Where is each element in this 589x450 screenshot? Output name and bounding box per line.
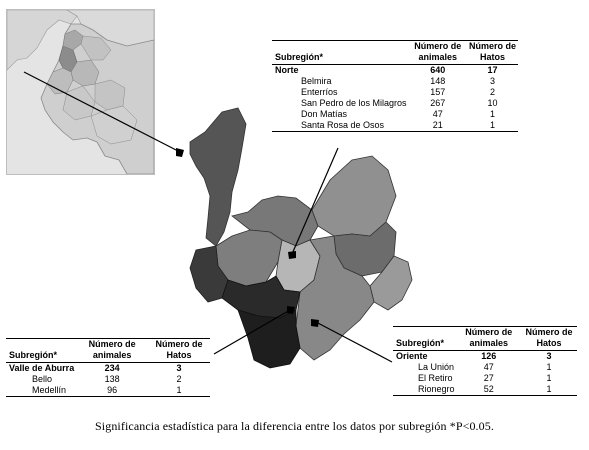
- table-row: Belmira 148 3: [272, 76, 518, 87]
- table-row: Don Matías 47 1: [272, 109, 518, 120]
- table-row: El Retiro 27 1: [393, 373, 577, 384]
- municipality-hatos: 3: [489, 76, 495, 86]
- municipality-hatos: 1: [489, 109, 495, 119]
- table-row: Rionegro 52 1: [393, 384, 577, 396]
- municipality-name: Bello: [32, 374, 53, 384]
- region-name: Norte: [275, 65, 299, 75]
- header-hatos: Número de Hatos: [466, 40, 518, 65]
- header-subregion: Subregión*: [393, 326, 457, 351]
- municipality-hatos: 10: [487, 98, 498, 108]
- header-hatos: Número de Hatos: [148, 338, 210, 363]
- region-animales: 126: [481, 351, 497, 361]
- leader-line-inset: [23, 71, 181, 153]
- municipality-hatos: 1: [148, 385, 210, 397]
- municipality-animales: 21: [408, 120, 467, 132]
- header-subregion: Subregión*: [272, 40, 409, 65]
- marker-inset: [176, 148, 184, 157]
- municipality-animales: 138: [104, 374, 120, 384]
- table-row-region: Valle de Aburra 234 3: [6, 363, 210, 375]
- municipality-name: Enterríos: [301, 87, 338, 97]
- municipality-hatos: 1: [546, 362, 552, 372]
- leader-line-valle: [213, 309, 291, 355]
- municipality-name: Santa Rosa de Osos: [272, 120, 409, 132]
- municipality-animales: 47: [432, 109, 443, 119]
- municipality-name: Rionegro: [393, 384, 457, 396]
- table-norte: Subregión* Número de animales Número de …: [272, 40, 518, 132]
- municipality-hatos: 1: [521, 384, 577, 396]
- header-animales: Número de animales: [456, 326, 521, 351]
- municipality-animales: 27: [483, 373, 494, 383]
- table-row-region: Oriente 126 3: [393, 351, 577, 363]
- municipality-animales: 47: [483, 362, 494, 372]
- region-hatos: 3: [176, 363, 182, 373]
- header-animales: Número de animales: [408, 40, 467, 65]
- marker-valle: [287, 306, 295, 314]
- table-row: Bello 138 2: [6, 374, 210, 385]
- table-row: La Unión 47 1: [393, 362, 577, 373]
- table-row-region: Norte 640 17: [272, 65, 518, 77]
- table-row: Enterríos 157 2: [272, 87, 518, 98]
- municipality-hatos: 1: [466, 120, 518, 132]
- header-animales: Número de animales: [76, 338, 149, 363]
- region-animales: 234: [104, 363, 120, 373]
- region-bajo-cauca: [311, 155, 397, 237]
- region-name: Valle de Aburra: [9, 363, 75, 373]
- marker-norte: [288, 251, 296, 259]
- municipality-animales: 96: [76, 385, 149, 397]
- inset-map-graphic: [7, 10, 154, 174]
- municipality-hatos: 1: [546, 373, 552, 383]
- municipality-name: Belmira: [301, 76, 332, 86]
- municipality-animales: 157: [430, 87, 446, 97]
- table-row: Medellín 96 1: [6, 385, 210, 397]
- municipality-name: Medellín: [6, 385, 77, 397]
- municipality-hatos: 2: [176, 374, 182, 384]
- marker-oriente: [311, 319, 319, 327]
- leader-line-norte: [291, 147, 339, 255]
- region-oriente: [295, 235, 375, 361]
- table-row: San Pedro de los Milagros 267 10: [272, 98, 518, 109]
- region-hatos: 17: [487, 65, 498, 75]
- region-south-dark: [237, 309, 301, 369]
- municipality-name: Don Matías: [301, 109, 348, 119]
- municipality-name: San Pedro de los Milagros: [301, 98, 407, 108]
- municipality-animales: 52: [456, 384, 521, 396]
- header-hatos: Número de Hatos: [521, 326, 577, 351]
- leader-line-oriente: [315, 321, 393, 363]
- region-hatos: 3: [546, 351, 552, 361]
- header-subregion: Subregión*: [6, 338, 77, 363]
- table-row: Santa Rosa de Osos 21 1: [272, 120, 518, 132]
- municipality-animales: 148: [430, 76, 446, 86]
- region-name: Oriente: [396, 351, 428, 361]
- figure-caption: Significancia estadística para la difere…: [95, 419, 494, 433]
- municipality-animales: 267: [430, 98, 446, 108]
- region-uraba: [189, 107, 247, 247]
- table-valle-aburra: Subregión* Número de animales Número de …: [6, 338, 210, 397]
- inset-colombia-map: [6, 9, 155, 175]
- region-animales: 640: [430, 65, 446, 75]
- municipality-name: La Unión: [418, 362, 455, 372]
- table-oriente: Subregión* Número de animales Número de …: [393, 326, 577, 396]
- municipality-hatos: 2: [489, 87, 495, 97]
- municipality-name: El Retiro: [418, 373, 453, 383]
